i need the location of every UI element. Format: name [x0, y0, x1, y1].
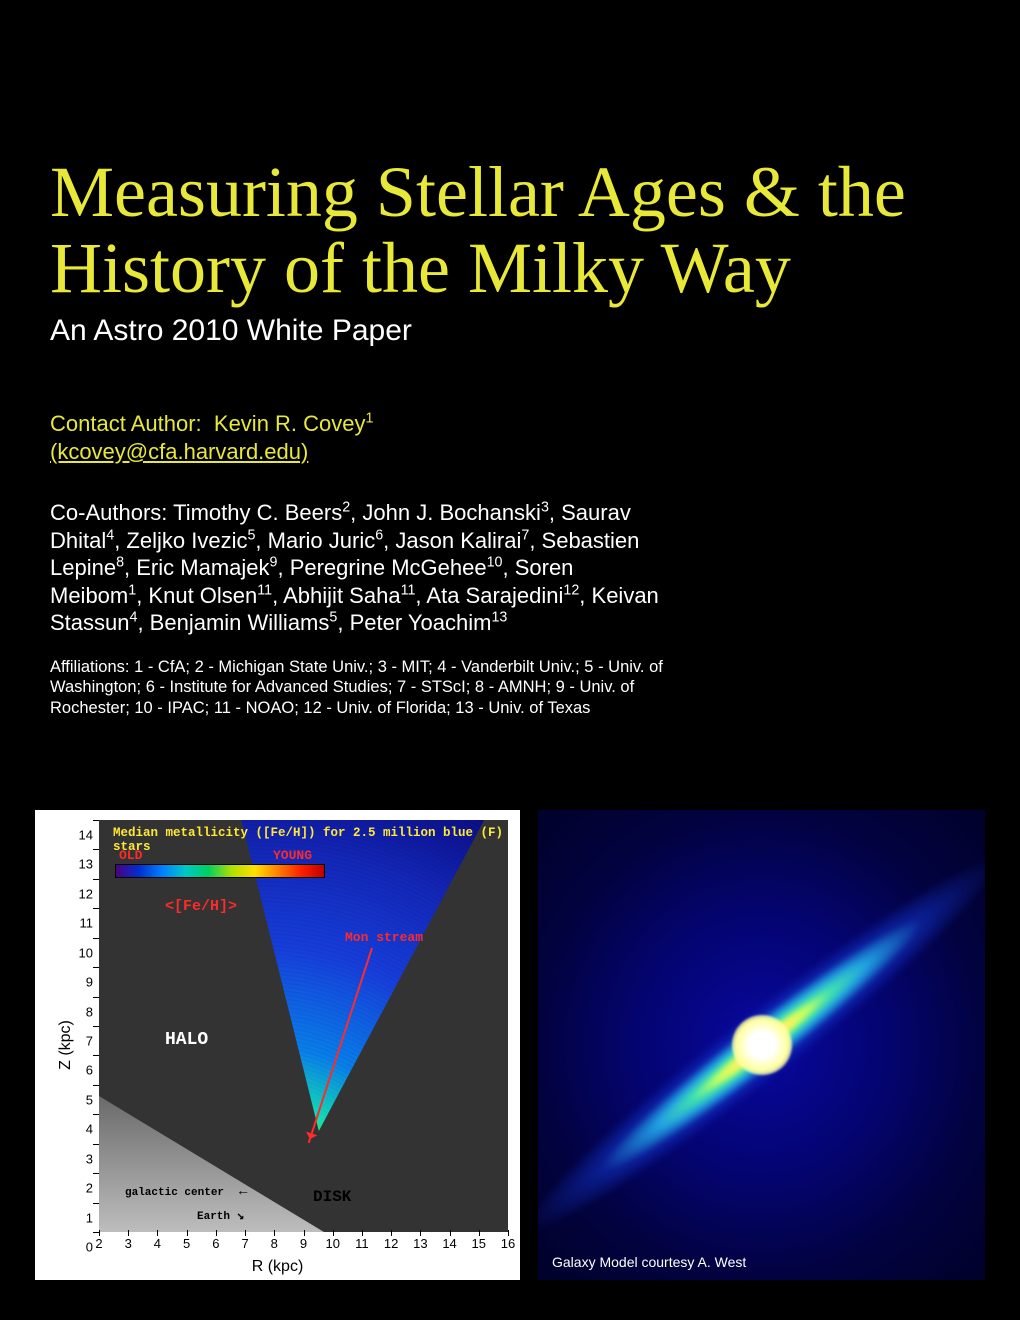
label-earth: Earth ↘ [197, 1208, 244, 1223]
label-old: OLD [119, 848, 142, 863]
x-tick: 3 [125, 1236, 132, 1251]
affiliations: Affiliations: 1 - CfA; 2 - Michigan Stat… [50, 657, 670, 719]
x-ticks: 2345678910111213141516 [99, 1236, 508, 1254]
contact-email[interactable]: (kcovey@cfa.harvard.edu) [50, 439, 308, 464]
x-tick: 9 [300, 1236, 307, 1251]
y-tick: 7 [86, 1034, 93, 1049]
contact-name: Kevin R. Covey [214, 411, 366, 436]
plot-wedge [99, 820, 508, 1232]
y-tick: 2 [86, 1181, 93, 1196]
contact-block: Contact Author: Kevin R. Covey1 (kcovey@… [50, 410, 970, 465]
galaxy-bg: Galaxy Model courtesy A. West [538, 810, 985, 1280]
coauthors-block: Co-Authors: Timothy C. Beers2, John J. B… [50, 499, 670, 637]
label-galactic-center: galactic center ← [125, 1184, 247, 1200]
y-tick: 14 [79, 828, 93, 843]
y-tick: 0 [86, 1240, 93, 1255]
x-tick: 8 [271, 1236, 278, 1251]
x-tick: 2 [95, 1236, 102, 1251]
gc-text: galactic center [125, 1187, 224, 1199]
page: Measuring Stellar Ages & the History of … [0, 0, 1020, 1320]
label-halo: HALO [165, 1030, 208, 1050]
y-tick: 4 [86, 1122, 93, 1137]
x-tick: 4 [154, 1236, 161, 1251]
y-tick: 10 [79, 945, 93, 960]
x-tick: 6 [212, 1236, 219, 1251]
contact-sup: 1 [366, 411, 374, 427]
x-tick: 11 [355, 1236, 369, 1251]
galaxy-model-panel: Galaxy Model courtesy A. West [538, 810, 985, 1280]
y-tick: 3 [86, 1151, 93, 1166]
y-tick: 9 [86, 975, 93, 990]
label-young: YOUNG [273, 848, 312, 863]
x-tick: 14 [442, 1236, 456, 1251]
x-tick: 12 [384, 1236, 398, 1251]
x-axis-label: R (kpc) [252, 1258, 304, 1276]
contact-label: Contact Author: [50, 411, 202, 436]
x-tick: 13 [413, 1236, 427, 1251]
plot-title: Median metallicity ([Fe/H]) for 2.5 mill… [113, 826, 520, 854]
earth-text: Earth [197, 1211, 230, 1223]
y-tick: 5 [86, 1092, 93, 1107]
plot-canvas: Median metallicity ([Fe/H]) for 2.5 mill… [35, 810, 520, 1280]
y-tick: 13 [79, 857, 93, 872]
colorbar [115, 864, 325, 878]
metallicity-plot: Median metallicity ([Fe/H]) for 2.5 mill… [35, 810, 520, 1280]
label-disk: DISK [313, 1188, 351, 1206]
y-ticks: 01234567891011121314 [63, 820, 93, 1232]
x-tick: 7 [241, 1236, 248, 1251]
y-tick: 11 [80, 916, 94, 931]
x-tick: 16 [501, 1236, 515, 1251]
x-tick: 15 [472, 1236, 486, 1251]
y-tick: 12 [79, 886, 93, 901]
x-tick: 10 [325, 1236, 339, 1251]
label-feh: <[Fe/H]> [165, 898, 237, 915]
y-tick: 8 [86, 1004, 93, 1019]
x-tick: 5 [183, 1236, 190, 1251]
y-tick: 6 [86, 1063, 93, 1078]
paper-title: Measuring Stellar Ages & the History of … [50, 155, 970, 306]
label-mon-stream: Mon stream [345, 930, 423, 945]
paper-subtitle: An Astro 2010 White Paper [50, 314, 970, 348]
galaxy-credit: Galaxy Model courtesy A. West [552, 1254, 746, 1270]
y-tick: 1 [86, 1210, 93, 1225]
figures-row: Median metallicity ([Fe/H]) for 2.5 mill… [35, 810, 985, 1280]
